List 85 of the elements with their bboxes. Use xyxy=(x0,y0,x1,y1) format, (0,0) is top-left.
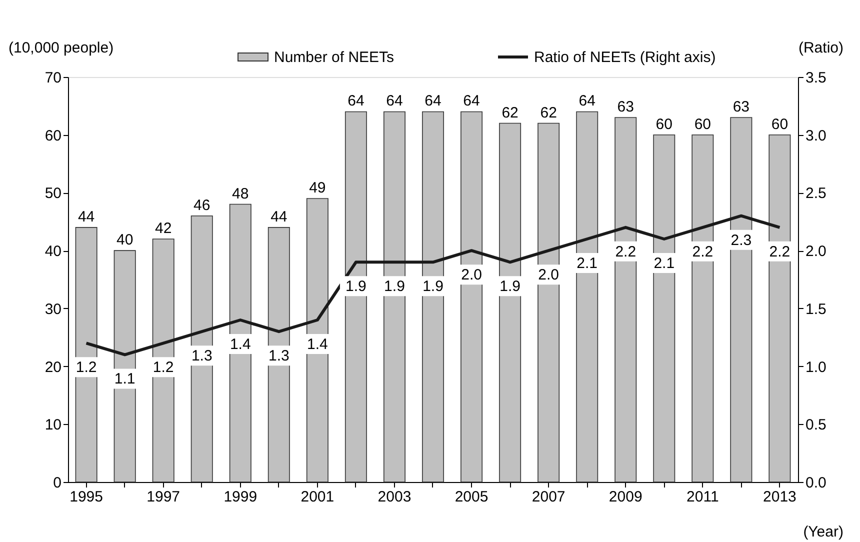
x-axis-title: (Year) xyxy=(803,524,844,540)
y2-tick-label: 3.0 xyxy=(806,127,826,144)
data-label: 44 xyxy=(78,208,95,226)
legend-label: Number of NEETs xyxy=(274,49,394,66)
data-label: 1.3 xyxy=(268,348,290,365)
y-tick-label: 30 xyxy=(44,300,62,318)
data-label: 2.0 xyxy=(538,266,559,284)
data-label: 2.3 xyxy=(730,232,752,249)
data-label: 1.1 xyxy=(114,370,136,388)
x-tick-label: 2003 xyxy=(378,488,412,506)
data-label: 1.3 xyxy=(191,348,212,365)
bar xyxy=(499,122,522,482)
legend-label: Ratio of NEETs (Right axis) xyxy=(534,49,716,66)
bar xyxy=(692,134,714,482)
x-tick-label: 2007 xyxy=(532,488,566,506)
y-tick-label: 0 xyxy=(53,474,62,492)
data-label: 44 xyxy=(270,208,288,226)
data-label: 64 xyxy=(348,92,364,110)
x-tick-label: 2005 xyxy=(454,488,488,506)
y2-tick-label: 0.0 xyxy=(806,474,826,492)
y2-tick-label: 2.0 xyxy=(806,243,826,260)
bar xyxy=(730,117,752,482)
data-label: 1.9 xyxy=(384,278,405,296)
bar xyxy=(653,134,676,482)
data-label: 62 xyxy=(502,104,518,122)
data-label: 1.9 xyxy=(422,278,444,296)
data-label: 63 xyxy=(617,98,634,116)
data-label: 64 xyxy=(424,92,442,110)
data-label: 60 xyxy=(694,116,711,133)
bar xyxy=(383,111,406,482)
data-label: 64 xyxy=(386,92,403,110)
y-tick-label: 20 xyxy=(44,358,62,376)
data-label: 2.0 xyxy=(461,266,482,284)
data-label: 1.4 xyxy=(230,336,251,353)
data-label: 42 xyxy=(155,220,172,237)
data-label: 60 xyxy=(771,116,788,133)
bar xyxy=(268,227,290,482)
y2-tick-label: 2.5 xyxy=(806,185,826,202)
x-tick-label: 1999 xyxy=(224,488,258,506)
bar xyxy=(768,134,791,482)
y-tick-label: 50 xyxy=(44,185,62,202)
data-label: 1.9 xyxy=(500,278,520,296)
y2-tick-label: 1.5 xyxy=(806,300,826,318)
y-tick-label: 60 xyxy=(44,127,62,144)
y2-tick-label: 3.5 xyxy=(806,70,826,86)
data-label: 2.2 xyxy=(692,243,714,260)
data-label: 46 xyxy=(194,196,210,214)
bar xyxy=(229,204,252,482)
data-label: 2.2 xyxy=(769,243,790,260)
bar xyxy=(576,111,598,482)
data-label: 48 xyxy=(232,185,249,202)
bar xyxy=(538,122,560,482)
bar xyxy=(614,117,637,482)
y2-axis-title: (Ratio) xyxy=(798,40,844,56)
x-tick-label: 2001 xyxy=(300,488,334,506)
bar xyxy=(75,227,98,482)
bar xyxy=(306,198,328,482)
data-label: 1.2 xyxy=(76,359,97,376)
data-label: 1.9 xyxy=(346,278,366,296)
data-label: 60 xyxy=(656,116,672,133)
y-axis-title: (10,000 people) xyxy=(8,40,114,56)
y-tick-label: 10 xyxy=(44,416,62,434)
data-label: 1.4 xyxy=(307,336,328,353)
x-tick-label: 2013 xyxy=(763,488,796,506)
data-label: 64 xyxy=(578,92,596,110)
data-label: 2.1 xyxy=(654,255,675,272)
x-tick-label: 1997 xyxy=(146,488,180,506)
x-tick-label: 2011 xyxy=(686,488,719,506)
data-label: 40 xyxy=(116,232,134,249)
data-label: 1.2 xyxy=(152,359,174,376)
data-label: 2.2 xyxy=(615,243,636,260)
x-tick-label: 1995 xyxy=(70,488,103,506)
bar xyxy=(422,111,444,482)
data-label: 64 xyxy=(463,92,480,110)
data-label: 63 xyxy=(732,98,750,116)
data-label: 2.1 xyxy=(576,255,598,272)
y2-tick-label: 1.0 xyxy=(806,358,826,376)
data-label: 62 xyxy=(540,104,557,122)
bar xyxy=(190,215,213,482)
y-tick-label: 70 xyxy=(44,70,62,86)
data-label: 49 xyxy=(309,180,326,196)
bar xyxy=(460,111,483,482)
y-tick-label: 40 xyxy=(44,243,62,260)
x-tick-label: 2009 xyxy=(608,488,642,506)
y2-tick-label: 0.5 xyxy=(806,416,826,434)
